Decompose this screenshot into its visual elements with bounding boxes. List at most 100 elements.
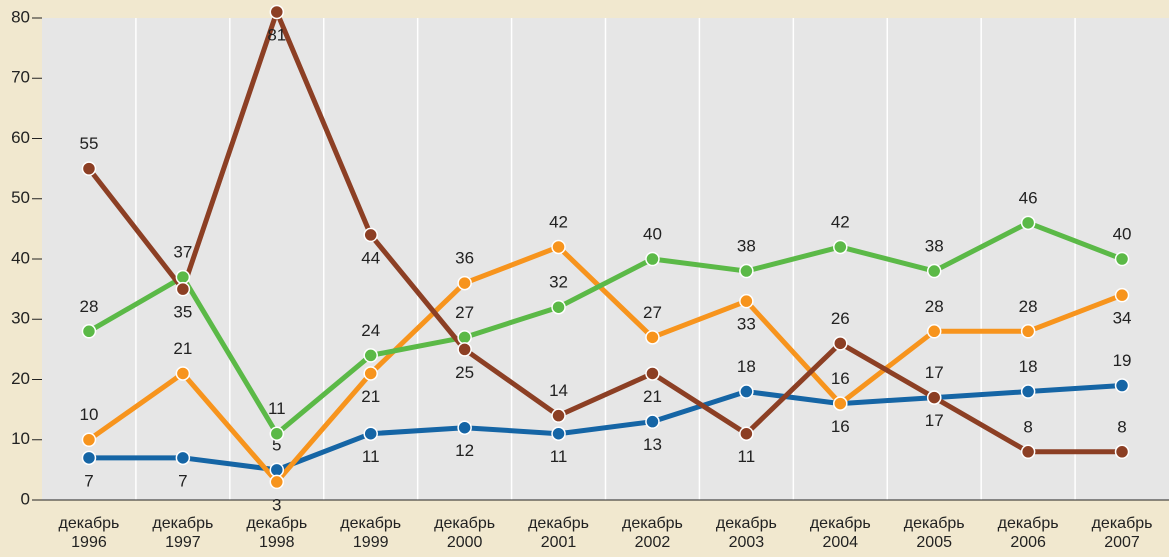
data-label: 3 [272, 495, 281, 514]
data-point [833, 336, 848, 351]
data-point [551, 239, 566, 255]
data-point [645, 414, 660, 429]
data-point [269, 462, 285, 478]
data-point [457, 420, 472, 435]
data-label: 35 [173, 303, 192, 322]
data-point [81, 161, 97, 176]
data-point [269, 426, 285, 441]
x-tick-label: декабрь 2004 [809, 515, 871, 551]
y-tick-label: 30 [11, 309, 30, 328]
data-label: 21 [643, 387, 662, 406]
data-point [926, 324, 942, 339]
data-label: 21 [173, 339, 192, 358]
data-label: 11 [550, 447, 568, 466]
x-tick-label: декабрь 2006 [997, 515, 1059, 551]
data-point [175, 450, 191, 466]
data-point [175, 366, 191, 381]
data-point [833, 396, 848, 411]
data-point [739, 263, 754, 279]
y-tick-label: 80 [11, 7, 30, 26]
data-label: 46 [1019, 188, 1038, 207]
data-label: 27 [455, 303, 474, 322]
data-point [175, 269, 191, 285]
data-point [645, 251, 660, 267]
x-tick-label: декабрь 1998 [246, 515, 308, 551]
data-point [1114, 444, 1130, 460]
data-label: 12 [455, 441, 474, 460]
y-tick-label: 70 [11, 68, 30, 87]
data-point [1020, 215, 1036, 231]
x-tick-label: декабрь 1997 [152, 515, 214, 551]
data-point [363, 366, 378, 381]
data-label: 28 [1019, 297, 1038, 316]
data-point [645, 366, 660, 381]
data-point [81, 432, 97, 447]
y-tick-label: 10 [11, 429, 30, 448]
data-label: 33 [737, 315, 756, 334]
data-label: 19 [1113, 351, 1132, 370]
data-point [1114, 378, 1130, 393]
data-point [81, 324, 97, 339]
data-label: 40 [1113, 224, 1132, 243]
data-label: 25 [455, 363, 474, 382]
series-line [86, 9, 1123, 455]
data-point [1114, 251, 1130, 267]
data-point [269, 4, 285, 20]
data-label: 7 [178, 471, 187, 490]
data-point [739, 293, 754, 309]
series-line [88, 383, 1123, 473]
data-label: 18 [1019, 357, 1038, 376]
data-label: 11 [362, 447, 380, 466]
data-point [363, 348, 378, 363]
data-label: 28 [79, 297, 98, 316]
x-tick-label: декабрь 1996 [58, 515, 120, 551]
data-label: 27 [643, 303, 662, 322]
data-label: 17 [925, 411, 944, 430]
data-label: 5 [272, 435, 281, 454]
data-label: 17 [925, 363, 944, 382]
data-point [1020, 324, 1036, 339]
y-tick-label: 60 [11, 128, 30, 147]
data-label: 38 [737, 237, 756, 256]
series-line [87, 244, 1123, 485]
x-tick-label: декабрь 2003 [715, 515, 777, 551]
data-label: 13 [643, 435, 662, 454]
data-label: 55 [79, 134, 98, 153]
data-label: 8 [1023, 417, 1032, 436]
x-tick-label: декабрь 2002 [622, 515, 683, 551]
data-point [551, 408, 566, 423]
data-label: 34 [1113, 309, 1132, 328]
data-label: 8 [1117, 417, 1126, 436]
data-point [1020, 384, 1036, 399]
data-label: 44 [361, 248, 380, 267]
data-point [363, 227, 378, 243]
data-point [363, 426, 378, 441]
data-label: 16 [831, 369, 850, 388]
data-point [739, 384, 754, 399]
x-tick-label: декабрь 2007 [1091, 515, 1153, 551]
data-label: 37 [173, 243, 192, 262]
x-tick-label: декабрь 2000 [434, 515, 496, 551]
data-label: 36 [455, 249, 474, 268]
data-label: 42 [831, 212, 850, 231]
data-point [1114, 287, 1130, 303]
data-label: 42 [549, 212, 568, 231]
data-label: 32 [549, 273, 568, 292]
x-tick-label: декабрь 2001 [528, 515, 589, 551]
data-point [457, 330, 472, 345]
data-point [269, 474, 285, 490]
y-tick-label: 0 [21, 489, 30, 508]
data-label: 18 [737, 357, 756, 376]
x-tick-label: декабрь 2005 [903, 515, 965, 551]
data-label: 7 [84, 471, 93, 490]
data-point [926, 390, 942, 405]
data-point [457, 342, 472, 357]
data-point [551, 426, 566, 441]
data-point [551, 299, 566, 315]
data-point [833, 239, 848, 255]
data-point [81, 450, 97, 466]
data-label: 40 [643, 224, 662, 243]
y-tick-label: 20 [11, 369, 30, 388]
